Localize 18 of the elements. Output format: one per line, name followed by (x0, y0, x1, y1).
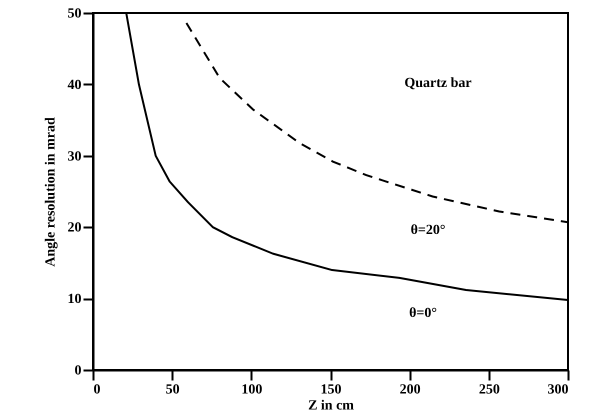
x-tick-label: 250 (478, 382, 500, 398)
y-tick-label: 30 (68, 149, 82, 164)
x-tick-label: 0 (94, 382, 100, 398)
x-tick-label: 150 (320, 382, 342, 398)
x-tick-label: 200 (400, 382, 421, 398)
y-tick-label: 20 (68, 220, 82, 236)
annotation: θ=0° (409, 306, 437, 321)
x-tick-label: 50 (166, 382, 180, 398)
x-tick-label: 300 (548, 382, 568, 398)
y-tick-label: 0 (74, 364, 82, 378)
annotation: θ=20° (410, 223, 446, 238)
y-tick-label: 50 (68, 6, 82, 22)
y-tick-label: 40 (68, 78, 82, 93)
annotation: Quartz bar (404, 76, 472, 91)
y-tick-label: 10 (68, 292, 82, 308)
x-axis-title: Z in cm (308, 398, 354, 414)
x-tick-label: 100 (241, 382, 262, 398)
y-axis-title: Angle resolution in mrad (44, 117, 58, 267)
